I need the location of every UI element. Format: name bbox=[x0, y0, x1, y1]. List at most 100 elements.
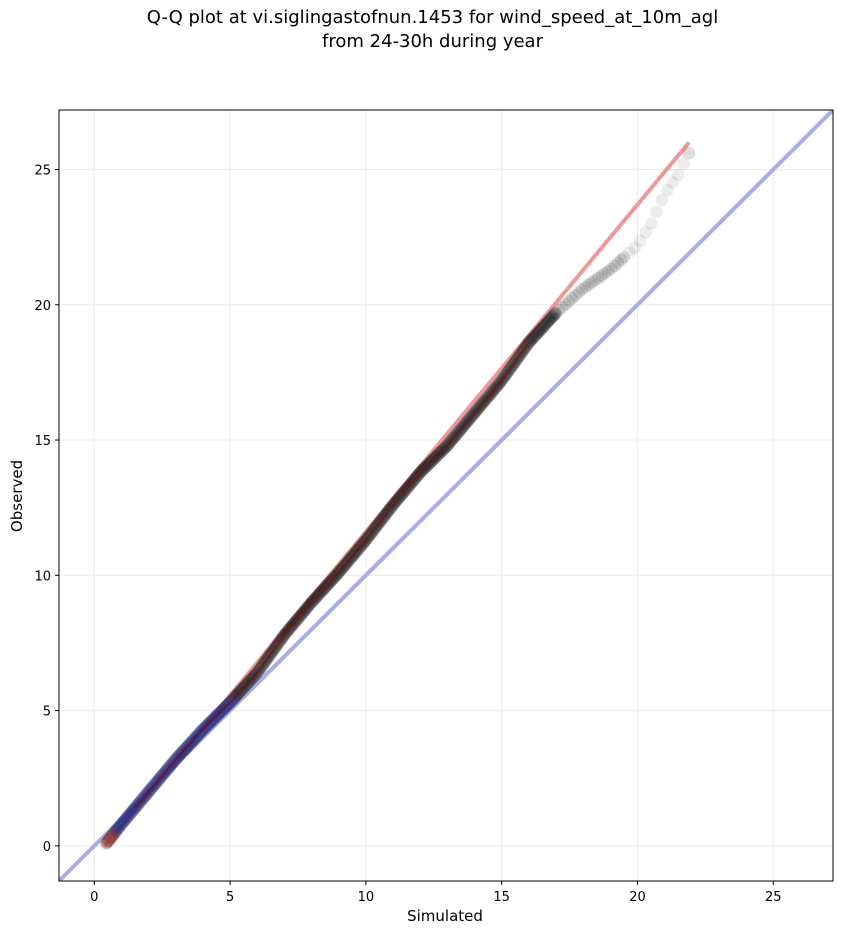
qq-point bbox=[533, 324, 547, 337]
qq-point bbox=[548, 307, 562, 321]
qq-point bbox=[543, 313, 556, 327]
qq-point bbox=[623, 246, 636, 259]
plot-frame bbox=[58, 109, 834, 882]
qq-point bbox=[604, 262, 618, 276]
qq-point bbox=[666, 176, 679, 189]
chart-title-line-1: Q-Q plot at vi.siglingastofnun.1453 for … bbox=[146, 7, 719, 28]
qq-point bbox=[661, 184, 674, 197]
qq-point bbox=[559, 297, 573, 311]
qq-point bbox=[598, 266, 612, 280]
qq-point bbox=[544, 312, 557, 326]
qq-point bbox=[105, 829, 119, 843]
qq-point bbox=[562, 294, 576, 308]
qq-point bbox=[582, 278, 595, 292]
qq-point bbox=[545, 310, 559, 324]
qq-point bbox=[614, 253, 628, 267]
qq-point bbox=[124, 806, 138, 819]
y-tick-label: 20 bbox=[34, 299, 51, 314]
qq-point bbox=[106, 828, 120, 842]
qq-point bbox=[565, 291, 579, 305]
qq-point bbox=[539, 317, 553, 331]
qq-point bbox=[536, 320, 550, 334]
qq-point bbox=[575, 283, 589, 296]
qq-point bbox=[531, 326, 545, 339]
qq-point bbox=[672, 168, 685, 181]
qq-point bbox=[535, 321, 549, 335]
qq-point bbox=[115, 817, 129, 831]
qq-point bbox=[639, 226, 652, 239]
qq-point bbox=[578, 280, 592, 294]
qq-point bbox=[121, 810, 134, 824]
qq-point bbox=[120, 811, 133, 825]
qq-point bbox=[118, 814, 131, 827]
qq-point bbox=[572, 286, 586, 299]
x-tick-label: 0 bbox=[90, 890, 98, 905]
chart-title: Q-Q plot at vi.siglingastofnun.1453 for … bbox=[0, 6, 843, 54]
qq-point bbox=[101, 835, 114, 849]
qq-point bbox=[595, 269, 609, 283]
qq-point bbox=[617, 251, 631, 264]
y-axis-label: Observed bbox=[8, 460, 26, 532]
x-tick-label: 10 bbox=[358, 890, 375, 905]
qq-point bbox=[112, 821, 126, 834]
x-tick-label: 15 bbox=[493, 890, 510, 905]
qq-point bbox=[534, 323, 548, 336]
qq-point bbox=[547, 308, 561, 322]
qq-point bbox=[628, 241, 641, 254]
qq-point bbox=[528, 329, 542, 343]
qq-point bbox=[537, 319, 551, 333]
qq-point bbox=[634, 234, 647, 247]
qq-point bbox=[529, 328, 543, 342]
qq-point bbox=[544, 311, 558, 325]
qq-point bbox=[542, 314, 555, 328]
qq-point bbox=[601, 264, 615, 278]
qq-point bbox=[122, 808, 136, 822]
qq-point bbox=[530, 327, 544, 340]
qq-point bbox=[655, 193, 668, 206]
qq-point bbox=[611, 256, 625, 270]
qq-point bbox=[650, 205, 663, 218]
qq-point bbox=[125, 804, 139, 818]
fit-line-overlay bbox=[134, 342, 530, 809]
grid bbox=[59, 110, 833, 881]
qq-point bbox=[114, 818, 128, 832]
qq-point bbox=[113, 819, 127, 833]
qq-point bbox=[541, 315, 554, 329]
qq-point bbox=[569, 288, 582, 302]
plot-area bbox=[59, 110, 833, 881]
qq-point bbox=[111, 822, 125, 836]
x-tick-label: 20 bbox=[629, 890, 646, 905]
x-axis-label: Simulated bbox=[407, 907, 483, 925]
qq-point bbox=[556, 300, 569, 314]
qq-point bbox=[546, 309, 560, 323]
qq-point bbox=[102, 834, 115, 848]
y-tick-label: 25 bbox=[34, 164, 51, 179]
qq-point bbox=[107, 827, 121, 840]
qq-point bbox=[585, 276, 599, 289]
qq-point bbox=[645, 217, 658, 230]
qq-point bbox=[552, 303, 566, 317]
qq-point bbox=[608, 259, 622, 273]
x-tick-label: 5 bbox=[226, 890, 234, 905]
qq-point bbox=[538, 318, 552, 332]
qq-point bbox=[116, 816, 130, 830]
reference-line bbox=[59, 110, 833, 881]
y-tick-label: 0 bbox=[43, 840, 51, 855]
y-tick-label: 10 bbox=[34, 569, 51, 584]
qq-point bbox=[123, 807, 137, 821]
qq-point bbox=[549, 306, 563, 320]
qq-point bbox=[102, 833, 116, 846]
qq-point bbox=[525, 332, 539, 346]
qq-point bbox=[119, 812, 132, 826]
chart-title-line-2: from 24-30h during year bbox=[322, 31, 543, 52]
qq-point bbox=[100, 836, 113, 850]
y-tick-label: 5 bbox=[43, 705, 51, 720]
qq-point bbox=[588, 273, 602, 287]
qq-point bbox=[532, 325, 546, 338]
qq-point bbox=[110, 823, 124, 837]
axes: 0 5 10 15 20 25 0 5 10 15 20 25 bbox=[34, 164, 781, 905]
qq-point bbox=[526, 331, 540, 345]
qq-point bbox=[109, 824, 123, 838]
qq-point bbox=[121, 809, 135, 823]
